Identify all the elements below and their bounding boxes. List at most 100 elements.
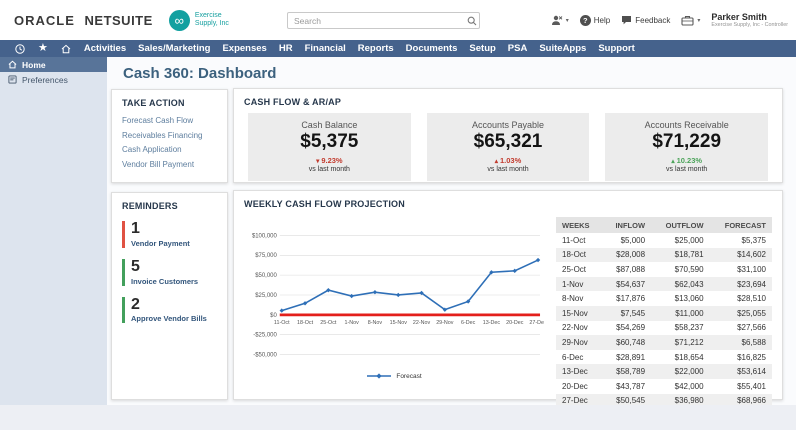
- arrow-up-icon: ▴: [495, 158, 498, 165]
- table-cell: $28,510: [710, 291, 772, 306]
- preferences-icon: [8, 75, 17, 84]
- kpi-compare-label: vs last month: [248, 166, 411, 173]
- take-action-link-receivables-financing[interactable]: Receivables Financing: [122, 129, 217, 144]
- table-row: 13-Dec$58,789$22,000$53,614: [556, 364, 772, 379]
- table-cell: $11,000: [651, 306, 710, 321]
- table-cell: $28,891: [602, 350, 651, 365]
- table-cell: $6,588: [710, 335, 772, 350]
- company-identity: ∞ Exercise Supply, Inc: [169, 10, 229, 31]
- svg-text:$25,000: $25,000: [255, 293, 277, 299]
- table-cell: 11-Oct: [556, 233, 602, 248]
- table-cell: $62,043: [651, 277, 710, 292]
- forecast-line-chart: $100,000$75,000$50,000$25,000$0-$25,000-…: [244, 225, 544, 365]
- table-cell: $25,000: [651, 233, 710, 248]
- svg-text:11-Oct: 11-Oct: [274, 320, 290, 326]
- shortcuts-star-icon[interactable]: ★: [38, 43, 48, 54]
- roles-icon: [551, 15, 563, 26]
- kpi-delta-value: 9.23%: [321, 156, 342, 165]
- table-cell: $5,000: [602, 233, 651, 248]
- briefcase-icon: [681, 15, 694, 26]
- help-button[interactable]: ? Help: [580, 15, 610, 26]
- footer-strip: [0, 405, 796, 430]
- cash-flow-chart: $100,000$75,000$50,000$25,000$0-$25,000-…: [244, 225, 544, 380]
- sidebar-item-preferences[interactable]: Preferences: [0, 72, 107, 87]
- table-cell: 15-Nov: [556, 306, 602, 321]
- nav-item-reports[interactable]: Reports: [358, 43, 394, 54]
- top-bar: ORACLE NETSUITE ∞ Exercise Supply, Inc ▾…: [0, 0, 796, 40]
- kpi-compare-label: vs last month: [427, 166, 590, 173]
- take-action-link-cash-application[interactable]: Cash Application: [122, 143, 217, 158]
- reminder-label: Invoice Customers: [131, 277, 217, 286]
- table-row: 29-Nov$60,748$71,212$6,588: [556, 335, 772, 350]
- nav-item-activities[interactable]: Activities: [84, 43, 126, 54]
- legend-line-marker-icon: [366, 372, 392, 380]
- table-cell: $17,876: [602, 291, 651, 306]
- kpi-label: Accounts Receivable: [605, 120, 768, 130]
- svg-text:$50,000: $50,000: [255, 273, 277, 279]
- briefcase-menu[interactable]: ▾: [681, 15, 700, 26]
- oracle-wordmark: ORACLE: [14, 13, 75, 28]
- nav-item-suiteapps[interactable]: SuiteApps: [539, 43, 586, 54]
- sidebar-item-label: Home: [22, 60, 46, 70]
- nav-item-hr[interactable]: HR: [279, 43, 293, 54]
- take-action-link-vendor-bill-payment[interactable]: Vendor Bill Payment: [122, 158, 217, 173]
- table-cell: $55,401: [710, 379, 772, 394]
- user-name: Parker Smith: [711, 12, 788, 22]
- cash-flow-card: CASH FLOW & AR/AP Cash Balance$5,375▾9.2…: [233, 88, 783, 183]
- user-menu[interactable]: Parker Smith Exercise Supply, Inc - Cont…: [711, 12, 788, 29]
- kpi-delta: ▴1.03%: [427, 156, 590, 165]
- help-icon: ?: [580, 15, 591, 26]
- nav-item-documents[interactable]: Documents: [406, 43, 458, 54]
- svg-text:20-Dec: 20-Dec: [506, 320, 524, 326]
- table-cell: 29-Nov: [556, 335, 602, 350]
- svg-text:6-Dec: 6-Dec: [461, 320, 476, 326]
- sidebar-item-home[interactable]: Home: [0, 57, 107, 72]
- table-row: 25-Oct$87,088$70,590$31,100: [556, 262, 772, 277]
- nav-item-setup[interactable]: Setup: [469, 43, 495, 54]
- take-action-header: TAKE ACTION: [112, 90, 227, 112]
- cash-flow-table-pane: WEEKSINFLOWOUTFLOWFORECAST 11-Oct$5,000$…: [556, 217, 772, 408]
- search-input[interactable]: [288, 16, 465, 26]
- svg-text:$100,000: $100,000: [252, 233, 278, 239]
- table-row: 20-Dec$43,787$42,000$55,401: [556, 379, 772, 394]
- kpi-label: Cash Balance: [248, 120, 411, 130]
- table-cell: $16,825: [710, 350, 772, 365]
- svg-text:$75,000: $75,000: [255, 253, 277, 259]
- table-cell: $53,614: [710, 364, 772, 379]
- cash-flow-header: CASH FLOW & AR/AP: [234, 89, 782, 111]
- home-nav-icon[interactable]: [61, 44, 71, 54]
- chevron-down-icon: ▾: [566, 17, 569, 24]
- table-cell: $43,787: [602, 379, 651, 394]
- take-action-link-forecast-cash-flow[interactable]: Forecast Cash Flow: [122, 114, 217, 129]
- table-cell: $87,088: [602, 262, 651, 277]
- sidebar-item-label: Preferences: [22, 75, 68, 85]
- table-cell: $18,654: [651, 350, 710, 365]
- reminder-approve-vendor-bills[interactable]: 2Approve Vendor Bills: [122, 297, 217, 324]
- nav-item-support[interactable]: Support: [598, 43, 634, 54]
- table-row: 1-Nov$54,637$62,043$23,694: [556, 277, 772, 292]
- reminder-count: 1: [131, 221, 217, 238]
- reminder-invoice-customers[interactable]: 5Invoice Customers: [122, 259, 217, 286]
- kpi-delta: ▾9.23%: [248, 156, 411, 165]
- reminder-label: Vendor Payment: [131, 239, 217, 248]
- table-cell: 6-Dec: [556, 350, 602, 365]
- feedback-button[interactable]: Feedback: [621, 15, 670, 25]
- table-header: WEEKSINFLOWOUTFLOWFORECAST: [556, 217, 772, 233]
- kpi-value: $71,229: [605, 131, 768, 153]
- table-cell: $58,237: [651, 321, 710, 336]
- recent-records-clock-icon[interactable]: [15, 44, 25, 54]
- reminders-list: 1Vendor Payment 5Invoice Customers 2Approv…: [112, 215, 227, 340]
- search-icon[interactable]: [465, 16, 479, 26]
- nav-item-psa[interactable]: PSA: [508, 43, 528, 54]
- table-row: 15-Nov$7,545$11,000$25,055: [556, 306, 772, 321]
- reminder-label: Approve Vendor Bills: [131, 314, 217, 323]
- roles-menu[interactable]: ▾: [551, 15, 569, 26]
- reminder-vendor-payment[interactable]: 1Vendor Payment: [122, 221, 217, 248]
- main-nav-bar: ★ Activities Sales/Marketing Expenses HR Fin…: [0, 40, 796, 57]
- nav-item-expenses[interactable]: Expenses: [222, 43, 266, 54]
- svg-text:18-Oct: 18-Oct: [297, 320, 314, 326]
- nav-item-sales-marketing[interactable]: Sales/Marketing: [138, 43, 210, 54]
- projection-body: $100,000$75,000$50,000$25,000$0-$25,000-…: [234, 213, 782, 408]
- nav-item-financial[interactable]: Financial: [305, 43, 346, 54]
- table-cell: 25-Oct: [556, 262, 602, 277]
